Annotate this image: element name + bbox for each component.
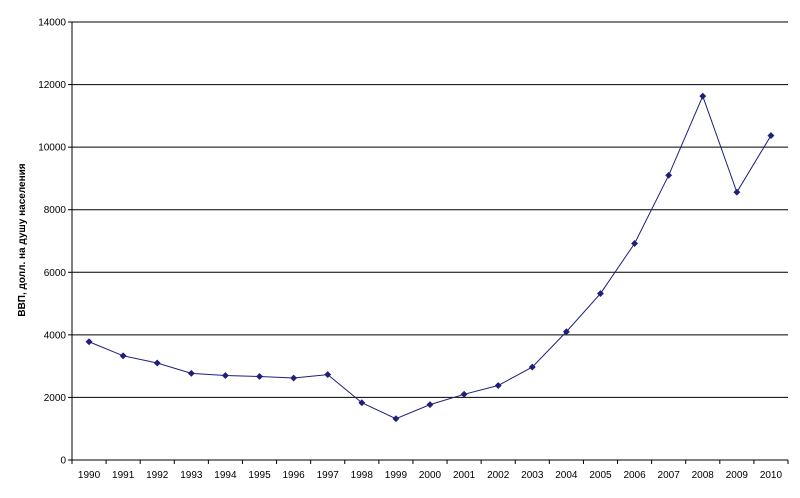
- data-point-1998: [358, 399, 366, 407]
- y-axis-title: ВВП, долл. на душу населения: [17, 163, 28, 316]
- x-tick-label: 2002: [487, 470, 510, 481]
- x-tick-label: 1996: [282, 470, 305, 481]
- x-tick-label: 2004: [555, 470, 578, 481]
- y-tick-label: 4000: [44, 330, 67, 341]
- data-point-2008: [699, 92, 707, 100]
- x-tick-label: 2005: [589, 470, 612, 481]
- x-tick-label: 1994: [214, 470, 237, 481]
- data-point-1992: [153, 359, 161, 367]
- data-point-1997: [324, 371, 332, 379]
- x-tick-label: 1995: [248, 470, 271, 481]
- x-tick-label: 2010: [760, 470, 783, 481]
- data-point-2001: [460, 390, 468, 398]
- x-tick-label: 2000: [419, 470, 442, 481]
- x-tick-label: 2006: [623, 470, 646, 481]
- data-point-1999: [392, 415, 400, 423]
- x-tick-label: 1999: [385, 470, 408, 481]
- x-tick-label: 2003: [521, 470, 544, 481]
- y-tick-label: 2000: [44, 393, 67, 404]
- data-point-2003: [528, 363, 536, 371]
- data-point-1996: [290, 374, 298, 382]
- x-tick-label: 2007: [658, 470, 681, 481]
- y-tick-label: 12000: [38, 80, 66, 91]
- y-tick-label: 6000: [44, 268, 67, 279]
- x-tick-label: 1997: [317, 470, 340, 481]
- series-line: [85, 92, 775, 423]
- y-tick-label: 14000: [38, 18, 66, 29]
- x-tick-label: 2008: [692, 470, 715, 481]
- data-point-1993: [187, 369, 195, 377]
- x-tick-label: 2001: [453, 470, 476, 481]
- data-point-2002: [494, 381, 502, 390]
- tick-labels: 0 2000 4000 6000 8000 10000 12000 14000 1990 1991…: [38, 18, 782, 482]
- gridlines: [72, 21, 788, 398]
- x-tick-label: 1991: [112, 470, 135, 481]
- data-point-2004: [562, 328, 570, 336]
- data-point-2005: [596, 290, 605, 298]
- data-point-1995: [255, 372, 264, 381]
- x-tick-label: 1998: [351, 470, 374, 481]
- x-tick-label: 1992: [146, 470, 169, 481]
- axes: [68, 21, 789, 464]
- data-point-2007: [665, 171, 673, 179]
- x-tick-label: 2009: [726, 470, 749, 481]
- y-tick-label: 8000: [44, 205, 67, 216]
- data-point-1990: [85, 338, 93, 346]
- y-tick-label: 10000: [38, 143, 66, 154]
- y-tick-label: 0: [60, 456, 66, 467]
- x-tick-label: 1990: [78, 470, 101, 481]
- data-point-2006: [631, 239, 639, 248]
- data-point-1991: [119, 352, 127, 360]
- data-point-2009: [733, 188, 741, 196]
- x-tick-label: 1993: [180, 470, 203, 481]
- data-point-2010: [767, 132, 775, 140]
- data-point-1994: [221, 371, 229, 380]
- data-point-2000: [426, 401, 434, 409]
